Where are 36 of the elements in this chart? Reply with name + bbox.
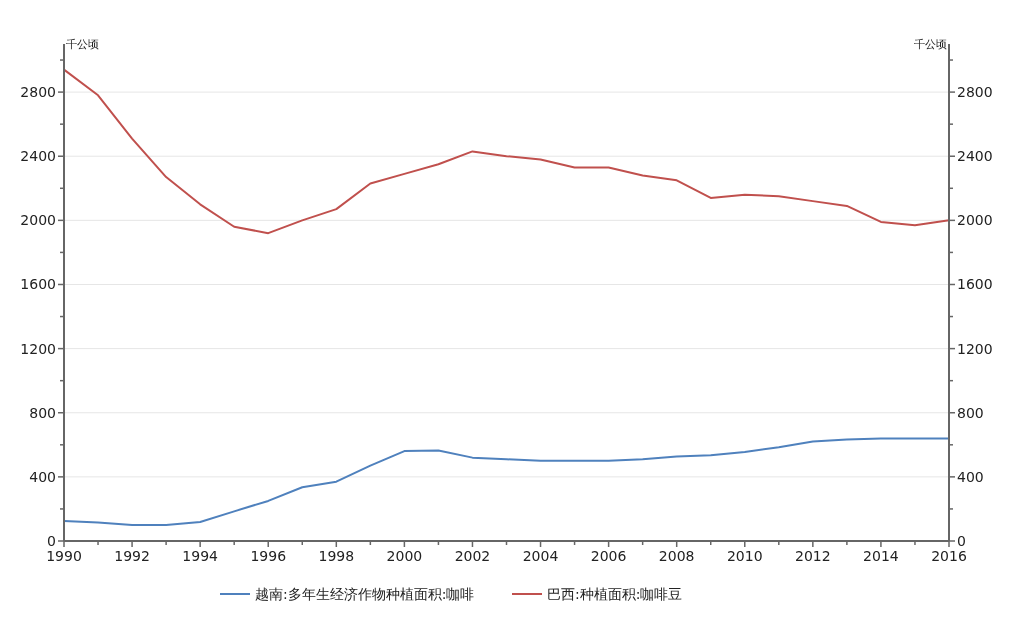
y-tick-label: 0 (47, 532, 56, 549)
y2-tick-label: 2000 (957, 212, 993, 229)
line-series (63, 68, 950, 235)
x-tick-label: 1996 (250, 548, 287, 564)
x-tick-label: 2010 (726, 548, 763, 564)
y-axis-title: 千公顷 (66, 38, 99, 51)
y2-tick-label: 1200 (957, 340, 993, 357)
y2-axis-title: 千公顷 (914, 38, 947, 51)
y-tick-label: 1600 (20, 276, 56, 293)
y-tick-label: 2400 (20, 148, 56, 165)
x-tick-label: 1990 (46, 548, 82, 564)
x-tick-label: 2016 (931, 548, 967, 564)
y2-tick-label: 1600 (957, 276, 993, 293)
y2-tick-label: 2400 (957, 148, 993, 165)
legend-label: 巴西:种植面积:咖啡豆 (547, 585, 683, 602)
x-tick-label: 2012 (795, 548, 831, 564)
x-tick-label: 2000 (386, 548, 423, 564)
x-tick-label: 2006 (590, 548, 627, 564)
line-series (63, 437, 950, 526)
y2-tick-label: 0 (957, 532, 966, 549)
y2-tick-label: 400 (957, 468, 984, 485)
x-tick-label: 1992 (114, 548, 150, 564)
x-tick-label: 2002 (454, 548, 491, 564)
y-tick-label: 2000 (20, 212, 56, 229)
x-tick-label: 2008 (658, 548, 695, 564)
x-tick-label: 1994 (182, 548, 219, 564)
y2-tick-label: 2800 (957, 84, 993, 100)
y2-tick-label: 800 (957, 404, 984, 421)
x-tick-label: 1998 (318, 548, 355, 564)
x-tick-label: 2014 (863, 548, 899, 564)
y-tick-label: 2800 (20, 84, 56, 100)
x-tick-label: 2004 (522, 548, 559, 564)
y-tick-label: 800 (29, 404, 56, 421)
y-tick-label: 400 (29, 468, 56, 485)
y-tick-label: 1200 (20, 340, 56, 357)
legend-label: 越南:多年生经济作物种植面积:咖啡 (255, 585, 475, 602)
